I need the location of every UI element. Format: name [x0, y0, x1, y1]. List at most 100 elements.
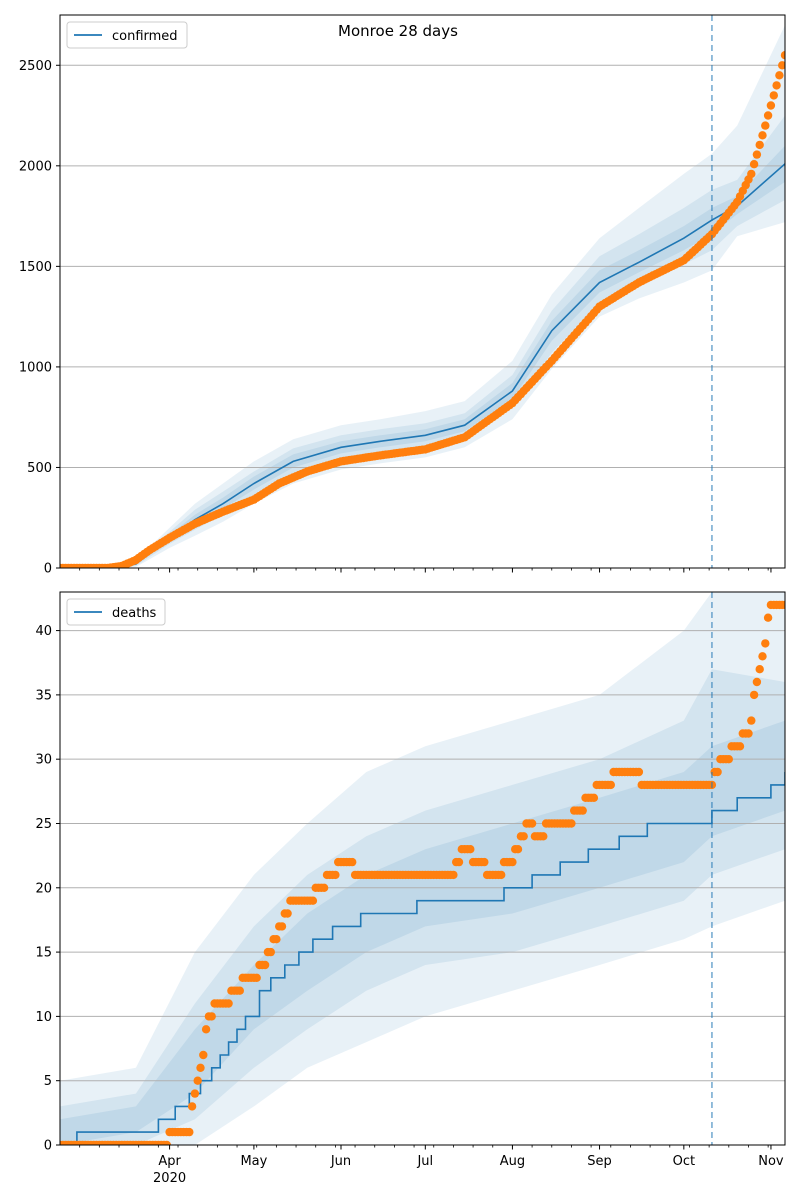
deaths-bands	[60, 592, 785, 1145]
confirmed-series	[60, 51, 785, 568]
data-point	[224, 999, 233, 1008]
data-point	[513, 845, 523, 854]
data-point	[260, 960, 270, 970]
data-point	[749, 160, 759, 169]
confirmed-plot-frame	[59, 14, 786, 569]
data-point	[497, 870, 506, 880]
data-point	[775, 71, 784, 80]
data-point	[772, 81, 781, 90]
data-point	[283, 909, 292, 918]
data-point	[752, 677, 762, 687]
x-year-label: 2020	[153, 1171, 186, 1186]
data-point	[466, 845, 475, 854]
data-point	[763, 613, 773, 622]
data-point	[780, 600, 785, 610]
data-point	[277, 922, 287, 931]
data-point	[331, 870, 340, 880]
data-point	[539, 832, 548, 841]
confirmed-x-axis	[79, 568, 772, 573]
data-point	[519, 832, 528, 841]
series-step-deaths	[60, 772, 785, 1145]
data-point	[252, 973, 261, 982]
data-point	[348, 857, 357, 867]
confirmed-gridlines	[60, 64, 785, 468]
data-point	[193, 1076, 202, 1085]
data-point	[480, 857, 489, 867]
data-point	[606, 780, 615, 790]
data-point	[578, 806, 587, 815]
data-point	[761, 121, 770, 130]
data-point	[769, 91, 778, 100]
y-tick-label: 35	[35, 688, 52, 703]
x-tick-label: Oct	[673, 1154, 695, 1169]
y-tick-label: 2000	[19, 159, 52, 174]
deaths-x-axis: Apr May Jun Jul Aug Sep Oct Nov	[79, 1145, 784, 1169]
data-point	[235, 986, 244, 995]
data-point	[266, 947, 275, 957]
data-point	[763, 111, 773, 120]
legend-label-confirmed: confirmed	[112, 29, 178, 44]
data-point	[201, 1025, 211, 1034]
data-point	[319, 883, 329, 892]
confirmed-panel: 0 500 1000 1500 2000 2500 Monroe 28 days conf…	[19, 14, 786, 577]
y-tick-label: 2500	[19, 59, 52, 74]
x-tick-label: Jun	[330, 1154, 351, 1169]
data-point	[778, 61, 785, 70]
data-point	[454, 857, 464, 867]
deaths-panel: 0 5 10 15 20 25 30 35 40 Apr May Jun Jul Aug Sep Oct No…	[35, 591, 786, 1186]
y-tick-label: 40	[35, 624, 52, 639]
data-point	[527, 819, 537, 828]
data-point	[199, 1050, 208, 1060]
y-tick-label: 0	[44, 562, 52, 577]
y-tick-label: 25	[35, 817, 52, 832]
deaths-series	[60, 600, 785, 1145]
data-point	[755, 665, 764, 674]
x-tick-label: Nov	[758, 1154, 784, 1169]
data-point	[752, 150, 762, 159]
legend-box	[66, 598, 166, 626]
deaths-y-axis: 0 5 10 15 20 25 30 35 40	[35, 624, 60, 1154]
x-tick-label: Apr	[158, 1154, 181, 1169]
x-tick-label: Sep	[587, 1154, 612, 1169]
data-point	[449, 870, 458, 880]
data-point	[196, 1063, 205, 1073]
x-tick-label: Jul	[416, 1154, 433, 1169]
data-point	[589, 793, 599, 802]
x-tick-label: Aug	[500, 1154, 525, 1169]
data-point	[508, 857, 517, 867]
y-tick-label: 500	[27, 461, 52, 476]
y-tick-label: 0	[44, 1139, 52, 1154]
data-point	[780, 51, 785, 60]
data-point	[207, 1012, 216, 1021]
x-tick-label: May	[240, 1154, 267, 1169]
data-point	[749, 690, 759, 700]
uncertainty-band-1	[60, 592, 785, 1145]
y-tick-label: 1000	[19, 360, 52, 375]
data-point	[185, 1127, 194, 1137]
data-point	[758, 652, 767, 661]
confirmed-legend: confirmed	[66, 21, 188, 49]
deaths-plot-frame	[59, 591, 786, 1146]
data-point	[308, 896, 318, 905]
data-point	[272, 935, 281, 944]
data-point	[735, 742, 745, 751]
data-point	[187, 1102, 197, 1111]
data-point	[190, 1089, 200, 1098]
y-tick-label: 15	[35, 946, 52, 961]
y-tick-label: 10	[35, 1010, 52, 1025]
confirmed-bands	[60, 25, 785, 568]
data-point	[761, 639, 770, 648]
data-point	[747, 169, 756, 179]
data-point	[747, 716, 756, 725]
chart-title: Monroe 28 days	[338, 22, 458, 40]
data-point	[634, 767, 644, 777]
data-point	[724, 755, 733, 764]
y-tick-label: 5	[44, 1074, 52, 1089]
deaths-gridlines	[60, 630, 785, 1082]
data-point	[755, 140, 764, 150]
data-point	[162, 1140, 171, 1145]
data-point	[766, 101, 776, 110]
uncertainty-band-3	[60, 720, 785, 1145]
data-point	[567, 819, 576, 828]
